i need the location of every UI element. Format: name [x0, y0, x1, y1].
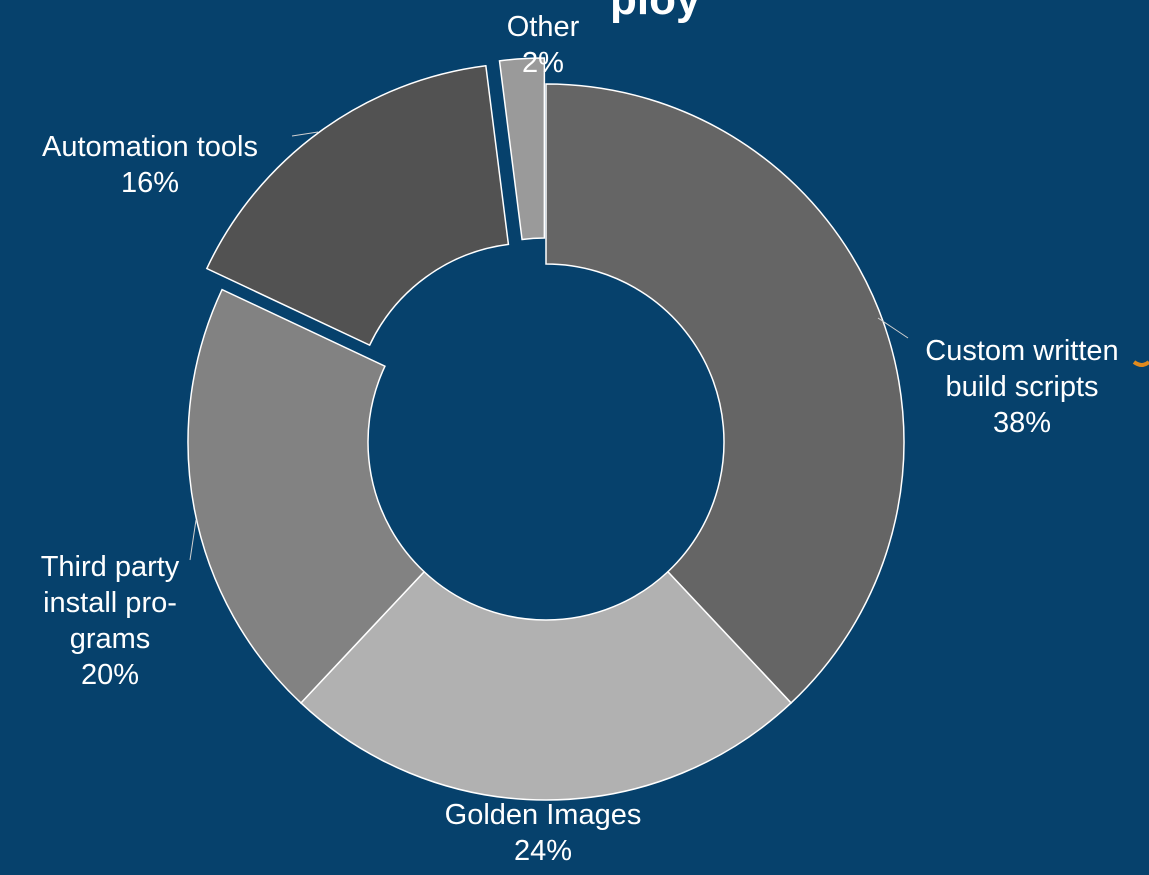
data-label-line: Other: [507, 11, 580, 43]
data-label-value: 20%: [81, 659, 139, 691]
slice-golden-images: [299, 570, 793, 801]
data-label-line: install pro-: [43, 587, 177, 619]
data-label-line: Third party: [41, 551, 180, 583]
slice-custom-written-build-scripts: [545, 83, 905, 705]
slice-automation-tools: [205, 64, 510, 347]
leader-lines-layer: [189, 131, 909, 561]
slice-third-party-install-programs: [187, 288, 426, 705]
orange-marker-decoration: [1132, 360, 1149, 367]
chart-title-fragment: ploy: [610, 0, 701, 24]
data-labels-layer: Custom written build scripts 38% Golden Ima…: [41, 11, 1119, 867]
slice-other: [498, 57, 546, 241]
data-label-line: Golden Images: [445, 799, 642, 831]
data-label-line: grams: [70, 623, 151, 655]
leader-line-custom-written-build-scripts: [877, 317, 909, 339]
data-label-value: 38%: [993, 407, 1051, 439]
data-label-value: 2%: [522, 47, 564, 79]
data-label-value: 16%: [121, 167, 179, 199]
data-label-line: build scripts: [945, 371, 1098, 403]
data-label-line: Automation tools: [42, 131, 258, 163]
data-label-line: Custom written: [925, 335, 1118, 367]
data-label-other: Other 2%: [507, 11, 580, 79]
data-label-third-party-install-programs: Third party install pro-grams 20%: [41, 551, 180, 691]
data-label-automation-tools: Automation tools 16%: [42, 131, 258, 199]
data-label-value: 24%: [514, 835, 572, 867]
slices-layer: [187, 57, 905, 801]
data-label-custom-written-build-scripts: Custom written build scripts 38%: [925, 335, 1118, 439]
leader-line-third-party-install-programs: [189, 519, 197, 561]
data-label-golden-images: Golden Images 24%: [445, 799, 642, 867]
leader-line-automation-tools: [291, 131, 319, 137]
